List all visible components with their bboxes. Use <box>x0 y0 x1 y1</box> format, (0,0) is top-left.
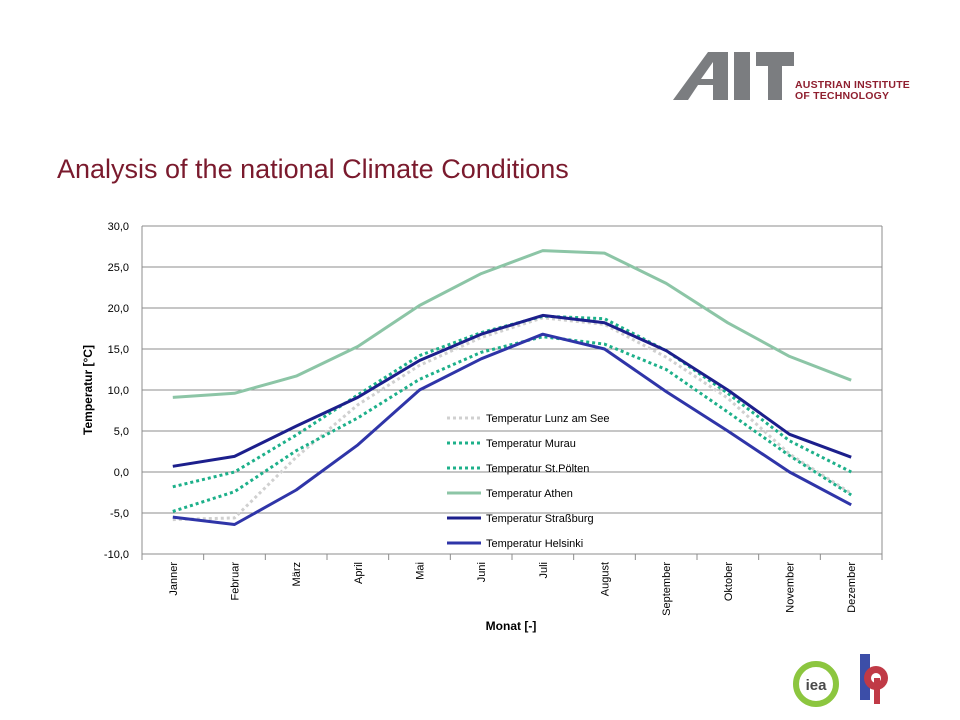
ait-logo-line1: AUSTRIAN INSTITUTE <box>795 79 911 91</box>
legend-label: Temperatur Athen <box>486 488 573 500</box>
y-tick-label: 20,0 <box>108 303 129 315</box>
ait-logo-i-mark <box>734 52 750 100</box>
series-line <box>172 249 852 399</box>
ait-logo-a-mark <box>673 52 728 100</box>
legend-label: Temperatur St.Pölten <box>486 463 589 475</box>
legend-label: Temperatur Murau <box>486 438 576 450</box>
x-tick-label: August <box>600 562 612 596</box>
y-tick-label: -10,0 <box>104 549 129 561</box>
x-tick-label: Juni <box>476 562 488 582</box>
partner-logos: iea <box>793 654 888 707</box>
y-tick-label: 0,0 <box>114 467 129 479</box>
page-title: Analysis of the national Climate Conditi… <box>57 154 569 184</box>
y-tick-label: -5,0 <box>110 508 129 520</box>
y-tick-label: 25,0 <box>108 262 129 274</box>
iea-logo-text: iea <box>806 677 828 694</box>
x-tick-label: Juli <box>538 562 550 579</box>
x-axis-title: Monat [-] <box>486 619 537 633</box>
axis-layer: 30,0 25,0 20,0 15,0 10,0 5,0 0,0 -5,0 -10,0 Janne… <box>81 221 883 633</box>
x-tick-label: März <box>291 562 303 586</box>
x-tick-label: Mai <box>415 562 427 580</box>
legend: Temperatur Lunz am See Temperatur Murau Te… <box>447 413 610 550</box>
y-tick-label: 15,0 <box>108 344 129 356</box>
series-line <box>172 313 852 468</box>
ait-logo <box>673 52 794 100</box>
grid-layer <box>142 225 882 555</box>
x-tick-label: April <box>353 562 365 584</box>
series-line <box>172 314 852 489</box>
x-tick-label: Dezember <box>846 562 858 613</box>
y-tick-label: 30,0 <box>108 221 129 233</box>
legend-label: Temperatur Helsinki <box>486 538 583 550</box>
legend-label: Temperatur Straßburg <box>486 513 594 525</box>
ait-logo-line2: OF TECHNOLOGY <box>795 90 890 102</box>
y-axis-title: Temperatur [°C] <box>81 345 95 435</box>
series-layer <box>172 249 853 526</box>
x-tick-label: Oktober <box>723 562 735 601</box>
y-tick-label: 5,0 <box>114 426 129 438</box>
series-line <box>172 335 853 513</box>
series-line <box>172 316 853 522</box>
x-tick-label: Janner <box>168 562 180 596</box>
partner-logo <box>860 654 888 704</box>
y-tick-label: 10,0 <box>108 385 129 397</box>
x-tick-label: November <box>785 562 797 613</box>
ait-logo-t-mark <box>756 52 794 100</box>
x-tick-label: Februar <box>230 562 242 601</box>
legend-label: Temperatur Lunz am See <box>486 413 610 425</box>
ait-logo-text: AUSTRIAN INSTITUTE OF TECHNOLOGY <box>795 80 910 102</box>
x-tick-label: September <box>661 562 673 616</box>
iea-logo: iea <box>793 661 839 707</box>
series-line <box>172 332 852 526</box>
